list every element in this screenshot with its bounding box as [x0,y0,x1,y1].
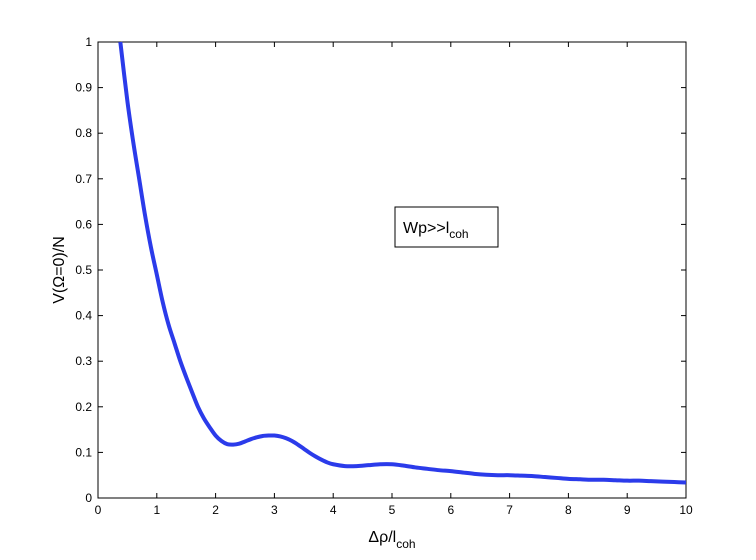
x-tick-label: 8 [565,503,572,517]
x-axis-label: Δρ/lcoh [368,529,415,551]
x-tick-label: 7 [506,503,513,517]
y-tick-label: 0.1 [75,445,92,459]
x-tick-label: 9 [624,503,631,517]
y-tick-label: 0.9 [75,81,92,95]
x-tick-label: 1 [153,503,160,517]
x-tick-label: 5 [389,503,396,517]
series-line [118,41,687,485]
y-axis-label: V(Ω=0)/N [51,236,68,304]
y-tick-label: 0.5 [75,263,92,277]
x-tick-label: 6 [447,503,454,517]
plot-area [97,41,687,499]
y-tick-label: 1 [85,35,92,49]
x-tick-label: 0 [95,503,102,517]
x-tick-label: 10 [679,503,693,517]
annotation: Wp>>lcoh [394,206,499,248]
annotation-box [394,206,499,248]
y-tick-label: 0.8 [75,126,92,140]
x-tick-label: 3 [271,503,278,517]
data-series [118,41,687,485]
y-tick-label: 0.6 [75,217,92,231]
y-tick-label: 0.2 [75,400,92,414]
y-tick-label: 0 [85,491,92,505]
axes-box [97,41,687,499]
y-tick-label: 0.3 [75,354,92,368]
y-tick-label: 0.4 [75,309,92,323]
x-tick-label: 2 [212,503,219,517]
axis-ticks: 0 1 2 3 4 5 6 7 8 9 10 0 0.1 0.2 0.3 0.4 0.5 0.6 0.7 0.8 0.9… [75,35,693,517]
x-tick-label: 4 [330,503,337,517]
y-tick-label: 0.7 [75,172,92,186]
annotation-text: Wp>>lcoh [403,220,469,241]
